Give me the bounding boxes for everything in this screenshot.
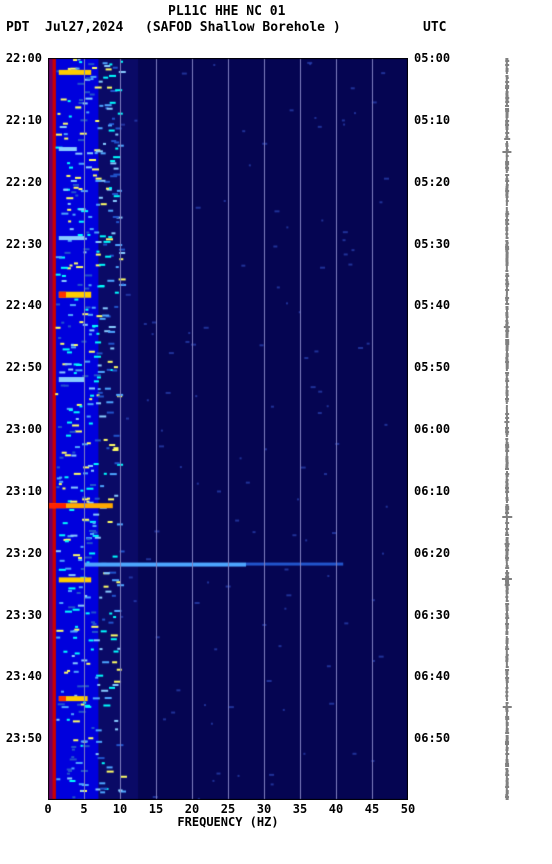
xtick: 45 xyxy=(365,802,379,816)
ytick-right: 06:00 xyxy=(414,422,456,436)
ytick-left: 23:40 xyxy=(0,669,42,683)
ytick-left: 23:30 xyxy=(0,608,42,622)
ytick-right: 05:00 xyxy=(414,51,456,65)
xtick: 25 xyxy=(221,802,235,816)
xtick: 40 xyxy=(329,802,343,816)
waveform-column xyxy=(500,58,514,800)
ytick-left: 23:10 xyxy=(0,484,42,498)
xtick: 5 xyxy=(80,802,87,816)
ytick-right: 05:40 xyxy=(414,298,456,312)
ytick-right: 05:50 xyxy=(414,360,456,374)
ytick-right: 06:30 xyxy=(414,608,456,622)
xtick: 0 xyxy=(44,802,51,816)
ytick-right: 05:20 xyxy=(414,175,456,189)
ytick-left: 23:00 xyxy=(0,422,42,436)
xtick: 30 xyxy=(257,802,271,816)
ytick-left: 22:30 xyxy=(0,237,42,251)
header-site: (SAFOD Shallow Borehole ) xyxy=(145,20,341,35)
ytick-left: 22:00 xyxy=(0,51,42,65)
xtick: 10 xyxy=(113,802,127,816)
xaxis-label: FREQUENCY (HZ) xyxy=(48,815,408,829)
ytick-right: 06:40 xyxy=(414,669,456,683)
page-container: PL11C HHE NC 01 PDT Jul27,2024 (SAFOD Sh… xyxy=(0,0,552,864)
xtick: 50 xyxy=(401,802,415,816)
header-pdt-label: PDT xyxy=(6,20,29,35)
ytick-left: 22:40 xyxy=(0,298,42,312)
ytick-right: 05:10 xyxy=(414,113,456,127)
header-date: Jul27,2024 xyxy=(45,20,123,35)
xtick: 35 xyxy=(293,802,307,816)
xtick: 15 xyxy=(149,802,163,816)
xtick: 20 xyxy=(185,802,199,816)
ytick-right: 05:30 xyxy=(414,237,456,251)
ytick-left: 22:10 xyxy=(0,113,42,127)
ytick-left: 23:50 xyxy=(0,731,42,745)
ytick-right: 06:20 xyxy=(414,546,456,560)
header-utc-label: UTC xyxy=(423,20,446,35)
ytick-left: 22:50 xyxy=(0,360,42,374)
title-station: PL11C HHE NC 01 xyxy=(168,4,285,19)
ytick-right: 06:10 xyxy=(414,484,456,498)
ytick-left: 23:20 xyxy=(0,546,42,560)
ytick-right: 06:50 xyxy=(414,731,456,745)
spectrogram-plot xyxy=(48,58,408,800)
ytick-left: 22:20 xyxy=(0,175,42,189)
